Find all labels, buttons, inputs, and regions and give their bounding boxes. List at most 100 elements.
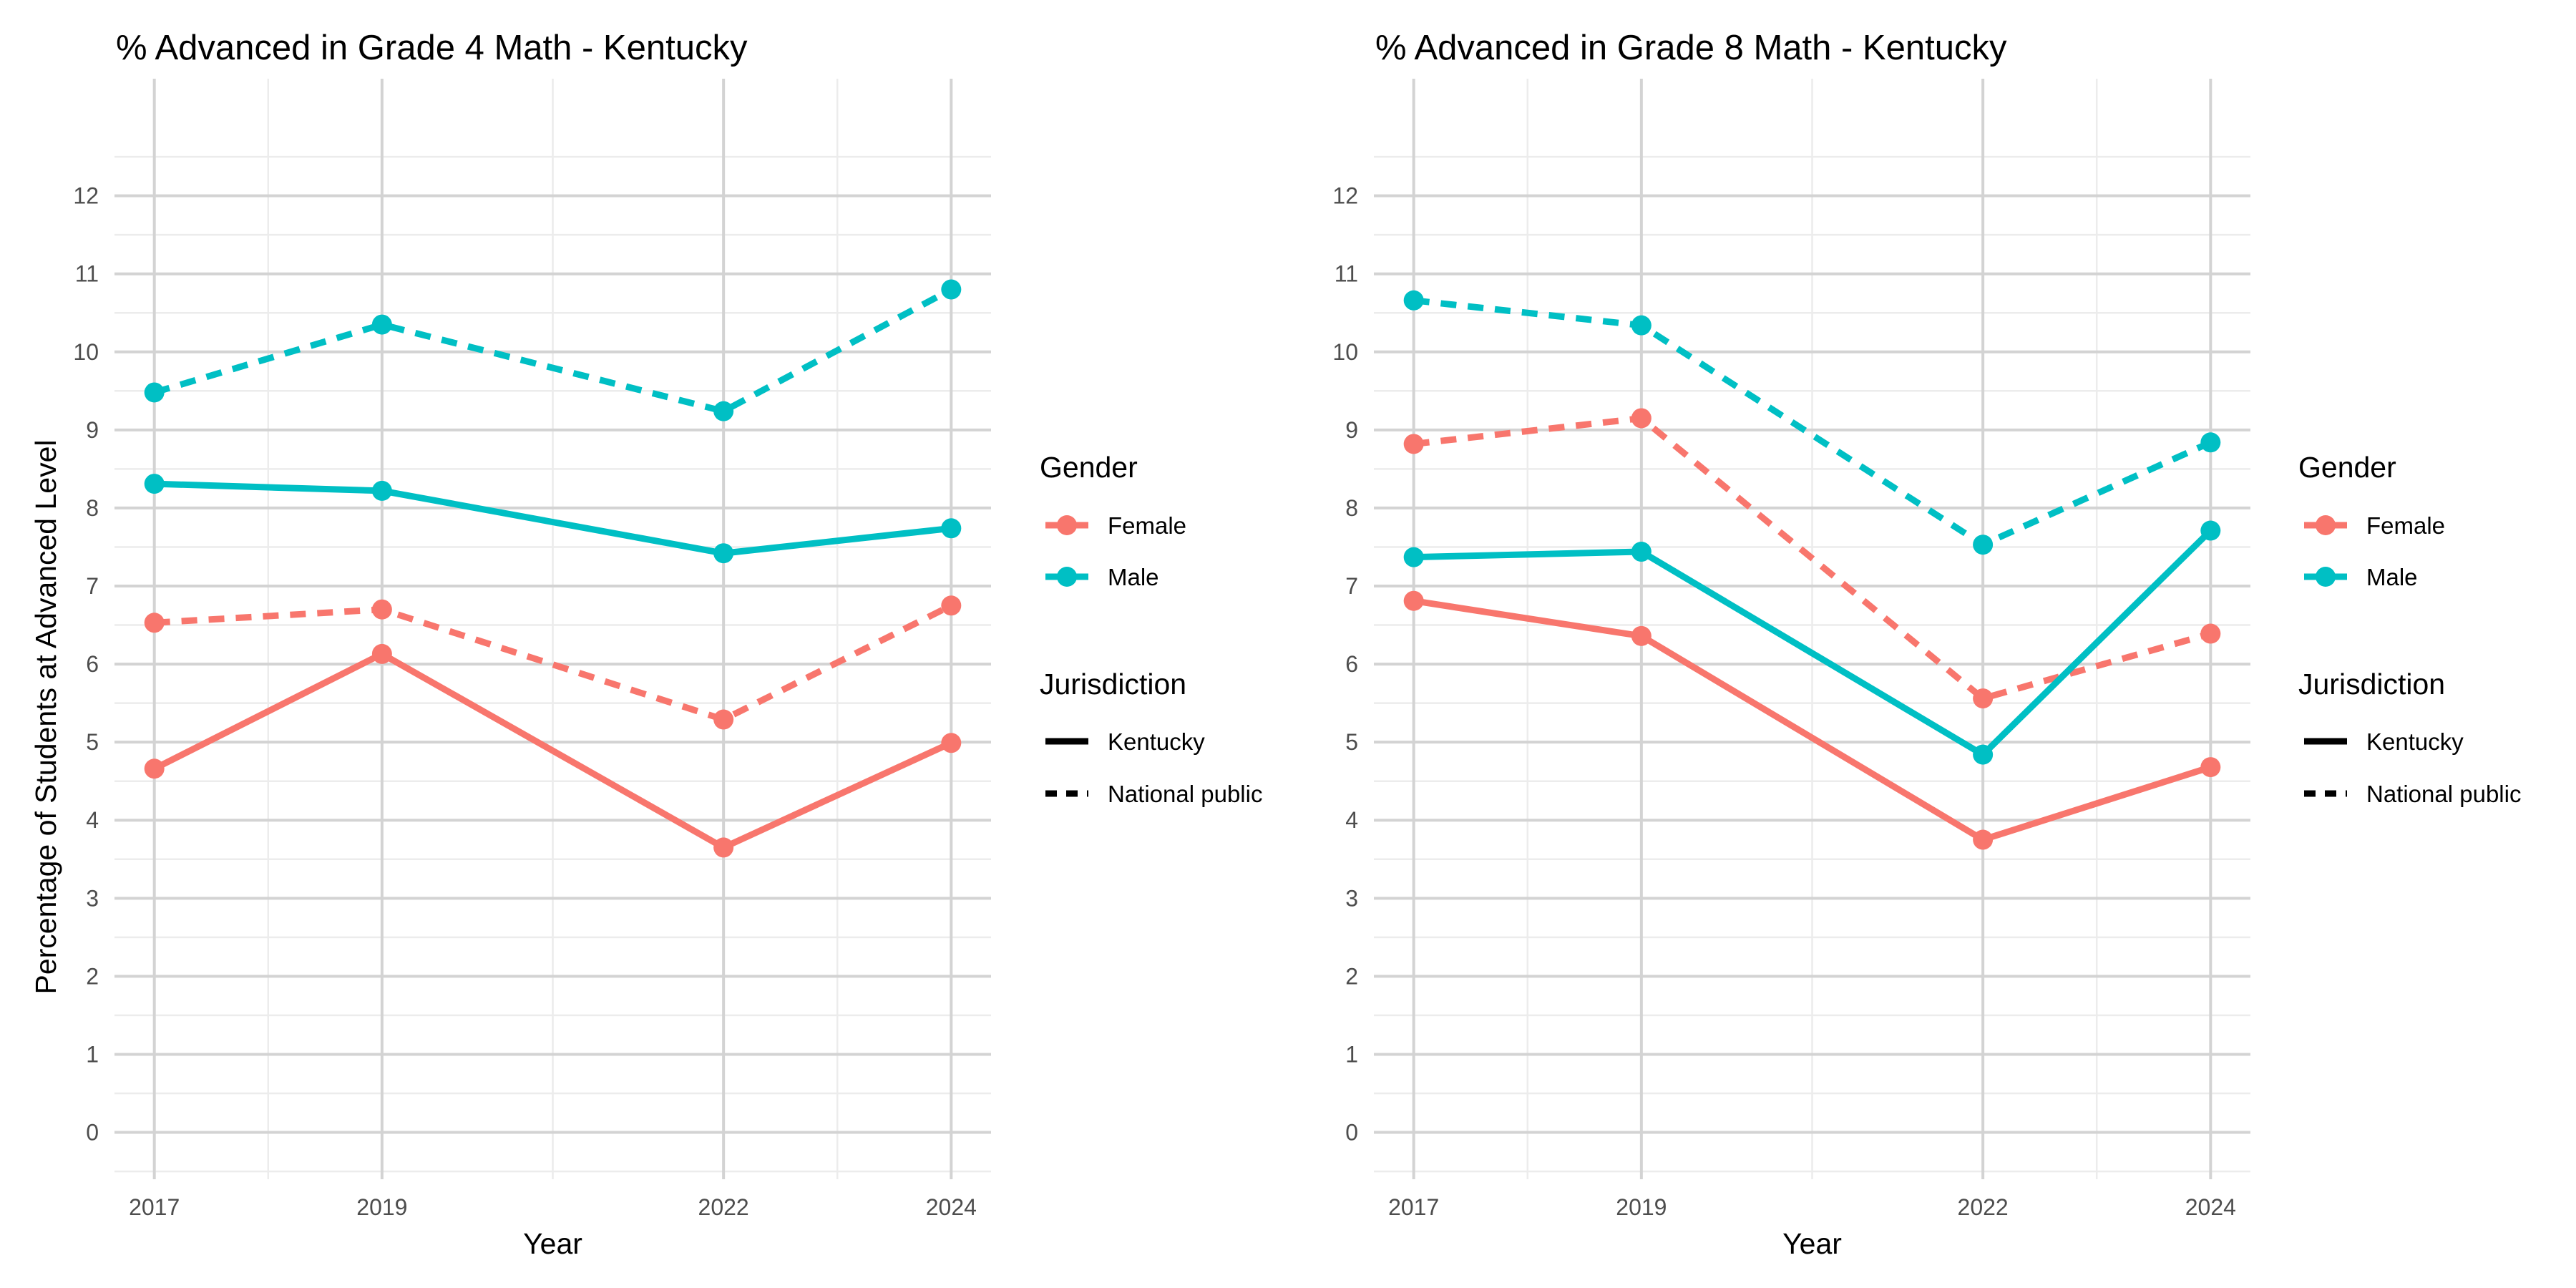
y-tick-label: 2	[86, 963, 99, 989]
data-point	[713, 401, 734, 421]
x-axis-label: Year	[523, 1227, 582, 1260]
legend-gender-title: Gender	[2298, 451, 2396, 484]
data-point	[941, 279, 962, 300]
data-point	[1403, 590, 1424, 611]
data-point	[1631, 542, 1652, 562]
y-tick-label: 10	[1332, 339, 1358, 365]
data-point	[1973, 688, 1994, 709]
y-tick-label: 11	[75, 261, 99, 287]
data-point	[1631, 408, 1652, 429]
data-point	[2200, 757, 2221, 778]
data-point	[1973, 535, 1994, 555]
data-point	[713, 709, 734, 730]
series-line-male-kentucky	[154, 480, 952, 557]
y-tick-label: 1	[1345, 1041, 1358, 1067]
y-tick-label: 6	[86, 651, 99, 677]
data-point	[1631, 315, 1652, 336]
chart-title: % Advanced in Grade 4 Math - Kentucky	[116, 29, 748, 67]
x-tick-label: 2022	[1958, 1194, 2009, 1220]
legend-jurisdiction-label: National public	[2366, 781, 2521, 807]
y-tick-label: 8	[86, 495, 99, 521]
grade4-legend: Gender Female Male Jurisdiction Kentucky Nati…	[1040, 451, 1262, 807]
data-point	[1403, 547, 1424, 567]
data-point	[941, 595, 962, 616]
y-tick-label: 12	[73, 183, 99, 209]
y-tick-label: 0	[1345, 1120, 1358, 1146]
series-line-female-national	[1413, 414, 2212, 702]
data-point	[1973, 744, 1994, 765]
y-tick-label: 3	[86, 885, 99, 911]
y-tick-label: 12	[1332, 183, 1358, 209]
x-axis-label: Year	[1782, 1227, 1842, 1260]
legend-key-point	[1057, 567, 1077, 587]
legend-jurisdiction-title: Jurisdiction	[2298, 668, 2445, 701]
legend-key-point	[2316, 567, 2336, 587]
data-point	[371, 480, 392, 501]
y-tick-label: 6	[1345, 651, 1358, 677]
legend-jurisdiction-label: Kentucky	[1108, 728, 1205, 755]
legend-jurisdiction-label: Kentucky	[2366, 728, 2464, 755]
data-point	[1631, 625, 1652, 646]
series-line-female-kentucky	[152, 650, 953, 851]
x-tick-label: 2017	[129, 1194, 180, 1220]
y-tick-label: 9	[1345, 417, 1358, 443]
chart-title: % Advanced in Grade 8 Math - Kentucky	[1375, 29, 2007, 67]
data-point	[2200, 432, 2221, 453]
data-point	[941, 733, 962, 753]
y-tick-label: 7	[86, 573, 99, 599]
data-point	[713, 837, 734, 858]
data-point	[941, 518, 962, 539]
y-tick-label: 3	[1345, 885, 1358, 911]
data-point	[144, 474, 165, 494]
y-tick-label: 10	[73, 339, 99, 365]
x-tick-label: 2024	[926, 1194, 977, 1220]
y-tick-label: 8	[1345, 495, 1358, 521]
legend-jurisdiction-label: National public	[1108, 781, 1262, 807]
y-tick-label: 11	[1335, 261, 1358, 287]
y-tick-label: 7	[1345, 573, 1358, 599]
y-tick-label: 1	[86, 1041, 99, 1067]
data-point	[1403, 290, 1424, 311]
x-tick-label: 2017	[1388, 1194, 1439, 1220]
y-tick-label: 2	[1345, 963, 1358, 989]
legend-gender-label: Male	[2366, 564, 2418, 590]
x-tick-label: 2019	[1616, 1194, 1667, 1220]
y-tick-label: 4	[86, 807, 99, 833]
legend-gender-label: Female	[1108, 512, 1186, 539]
data-point	[371, 314, 392, 335]
legend-gender-label: Female	[2366, 512, 2445, 539]
y-tick-label: 4	[1345, 807, 1358, 833]
series-line-male-national	[153, 286, 953, 415]
legend-gender-label: Male	[1108, 564, 1159, 590]
series-line-female-kentucky	[1413, 597, 2212, 844]
legend-key-point	[2316, 515, 2336, 535]
series-line-male-kentucky	[1413, 528, 2213, 758]
y-tick-label: 5	[1345, 729, 1358, 755]
legend-jurisdiction-title: Jurisdiction	[1040, 668, 1186, 701]
series-line-female-national	[154, 602, 953, 723]
data-point	[144, 382, 165, 403]
data-point	[1403, 434, 1424, 454]
data-point	[2200, 623, 2221, 644]
data-point	[713, 543, 734, 564]
legend-gender-title: Gender	[1040, 451, 1138, 484]
data-point	[144, 613, 165, 633]
data-point	[1973, 829, 1994, 850]
legend-key-point	[1057, 515, 1077, 535]
y-axis-label: Percentage of Students at Advanced Level	[29, 440, 62, 995]
x-tick-label: 2022	[698, 1194, 749, 1220]
data-point	[371, 599, 392, 620]
data-point	[144, 758, 165, 779]
data-point	[371, 643, 392, 664]
series-line-male-national	[1413, 297, 2212, 548]
x-tick-label: 2024	[2185, 1194, 2236, 1220]
data-point	[2200, 520, 2221, 541]
grade8-legend: Gender Female Male Jurisdiction Kentucky Nati…	[2298, 451, 2521, 807]
y-tick-label: 9	[86, 417, 99, 443]
x-tick-label: 2019	[356, 1194, 407, 1220]
y-tick-label: 0	[86, 1120, 99, 1146]
y-tick-label: 5	[86, 729, 99, 755]
